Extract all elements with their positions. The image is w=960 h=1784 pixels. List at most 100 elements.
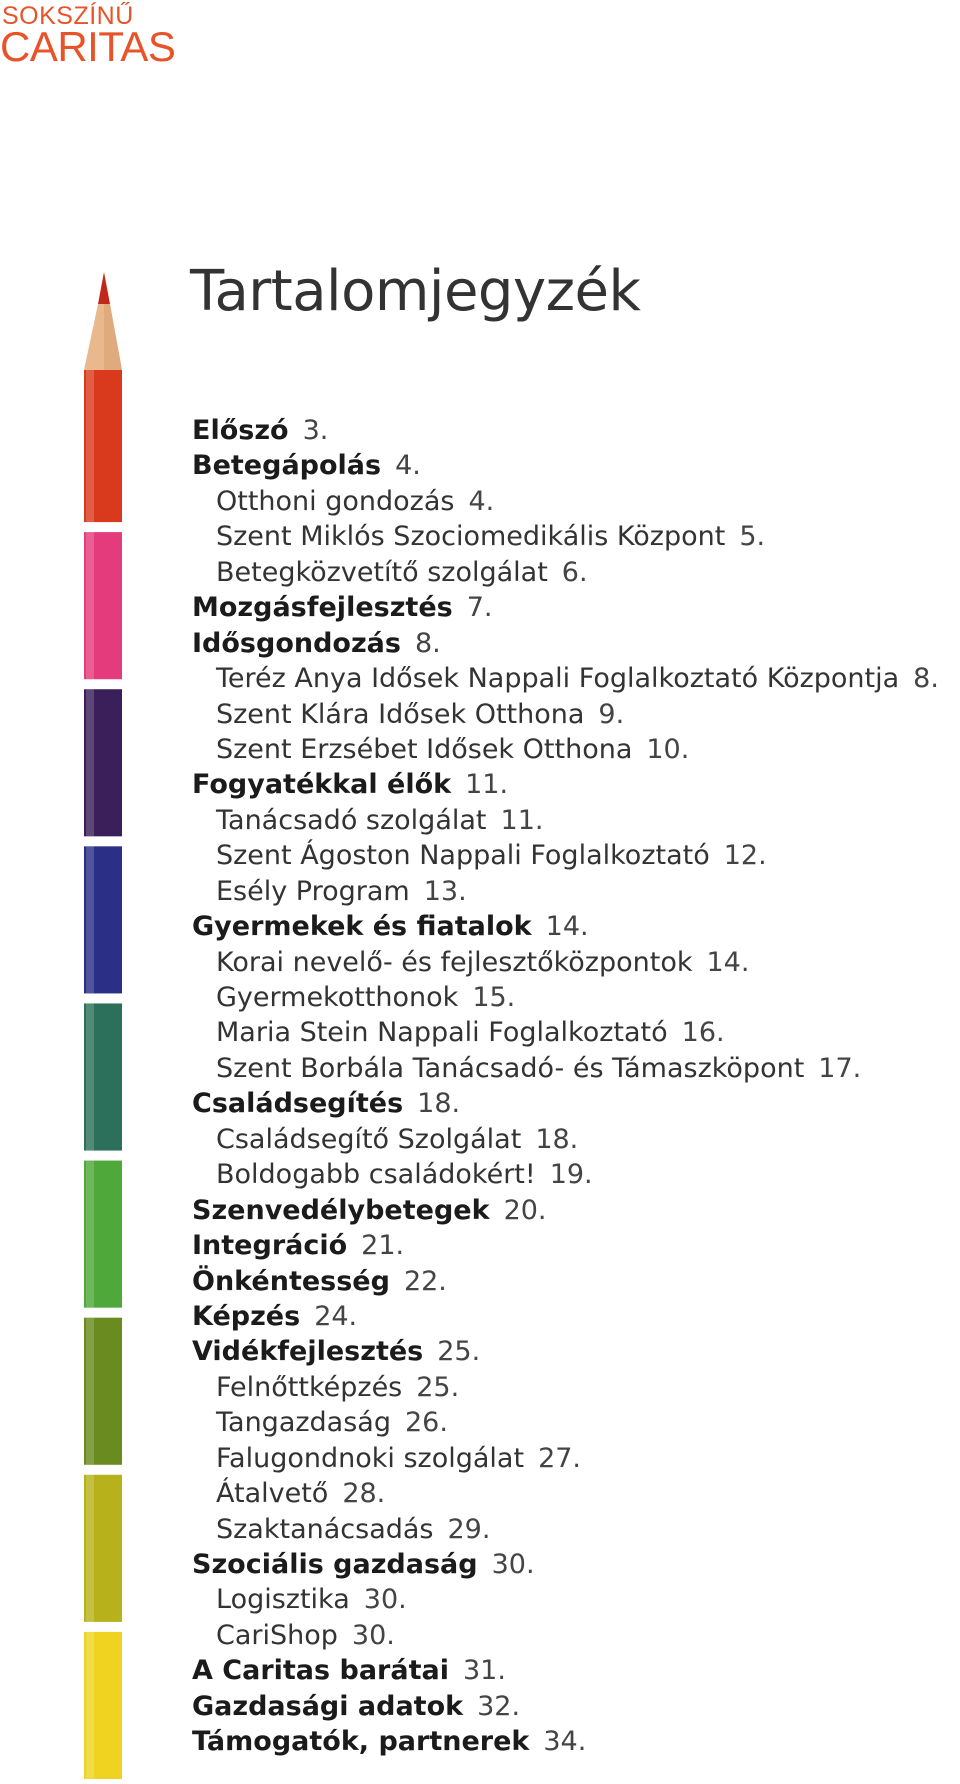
page-title: Tartalomjegyzék: [190, 259, 641, 324]
toc-entry-page: 13.: [423, 875, 467, 907]
toc-entry-label: Otthoni gondozás: [216, 485, 455, 517]
toc-entry-label: Szent Borbála Tanácsadó- és Támaszköpont: [216, 1052, 805, 1084]
toc-entry-page: 18.: [535, 1123, 579, 1155]
toc-section[interactable]: Önkéntesség 22.: [192, 1263, 939, 1298]
toc-entry-label: Fogyatékkal élők: [192, 769, 452, 801]
toc-subsection[interactable]: Logisztika 30.: [192, 1581, 939, 1616]
toc-entry-page: 27.: [538, 1442, 582, 1474]
toc-entry-page: 18.: [417, 1088, 461, 1120]
toc-entry-label: Betegközvetítő szolgálat: [216, 556, 548, 588]
toc-entry-label: Esély Program: [216, 875, 410, 907]
toc-subsection[interactable]: Szent Ágoston Nappali Foglalkoztató 12.: [192, 837, 939, 872]
toc-subsection[interactable]: Boldogabb családokért! 19.: [192, 1156, 939, 1191]
toc-entry-page: 16.: [681, 1017, 725, 1049]
toc-entry-page: 25.: [416, 1371, 460, 1403]
toc-entry-page: 21.: [361, 1230, 405, 1262]
toc-subsection[interactable]: Gyermekotthonok 15.: [192, 979, 939, 1014]
toc-entry-page: 25.: [437, 1336, 481, 1368]
toc-section[interactable]: Gyermekek és fiatalok 14.: [192, 908, 939, 943]
toc-entry-page: 10.: [646, 733, 690, 765]
toc-section[interactable]: Gazdasági adatok 32.: [192, 1688, 939, 1723]
pencil-segment: [84, 1003, 122, 1151]
toc-entry-label: Önkéntesség: [192, 1265, 390, 1297]
pencil-lead: [98, 272, 110, 304]
pencil-segment: [84, 689, 122, 837]
toc-section[interactable]: Szenvedélybetegek 20.: [192, 1192, 939, 1227]
toc-subsection[interactable]: Falugondnoki szolgálat 27.: [192, 1440, 939, 1475]
toc-entry-label: Szent Ágoston Nappali Foglalkoztató: [216, 840, 710, 872]
toc-entry-label: CariShop: [216, 1619, 338, 1651]
toc-entry-page: 11.: [500, 804, 544, 836]
toc-subsection[interactable]: Tanácsadó szolgálat 11.: [192, 802, 939, 837]
toc-entry-page: 34.: [543, 1726, 587, 1758]
pencil-segment-highlight: [86, 1474, 94, 1622]
toc-entry-page: 15.: [472, 982, 516, 1013]
toc-entry-label: Szent Erzsébet Idősek Otthona: [216, 733, 633, 765]
toc-section[interactable]: Szociális gazdaság 30.: [192, 1546, 939, 1581]
toc-section[interactable]: A Caritas barátai 31.: [192, 1652, 939, 1687]
toc-subsection[interactable]: Szent Erzsébet Idősek Otthona 10.: [192, 731, 939, 766]
toc-subsection[interactable]: Maria Stein Nappali Foglalkoztató 16.: [192, 1014, 939, 1049]
toc-entry-page: 5.: [739, 521, 766, 553]
toc-subsection[interactable]: CariShop 30.: [192, 1617, 939, 1652]
toc-entry-page: 30.: [351, 1619, 395, 1651]
toc-subsection[interactable]: Esély Program 13.: [192, 873, 939, 908]
toc-subsection[interactable]: Teréz Anya Idősek Nappali Foglalkoztató …: [192, 660, 939, 695]
toc-entry-page: 30.: [363, 1584, 407, 1616]
toc-entry-page: 31.: [462, 1655, 506, 1687]
toc-section[interactable]: Betegápolás 4.: [192, 447, 939, 482]
toc-entry-page: 24.: [314, 1300, 358, 1332]
toc-entry-page: 14.: [545, 911, 589, 943]
toc-entry-page: 7.: [466, 592, 493, 624]
toc-entry-page: 8.: [913, 663, 939, 695]
toc-subsection[interactable]: Családsegítő Szolgálat 18.: [192, 1121, 939, 1156]
toc-entry-page: 30.: [491, 1549, 535, 1580]
toc-subsection[interactable]: Otthoni gondozás 4.: [192, 483, 939, 518]
toc-entry-label: Gyermekotthonok: [216, 982, 459, 1013]
toc-subsection[interactable]: Korai nevelő- és fejlesztőközpontok 14.: [192, 944, 939, 979]
toc-subsection[interactable]: Szent Klára Idősek Otthona 9.: [192, 696, 939, 731]
brand-name: CARITAS: [0, 23, 176, 70]
toc-section[interactable]: Előszó 3.: [192, 412, 939, 447]
toc-entry-label: Teréz Anya Idősek Nappali Foglalkoztató …: [216, 663, 900, 695]
toc-subsection[interactable]: Szaktanácsadás 29.: [192, 1511, 939, 1546]
toc-subsection[interactable]: Betegközvetítő szolgálat 6.: [192, 554, 939, 589]
pencil-segment: [84, 846, 122, 994]
pencil-segment-highlight: [86, 532, 94, 680]
pencil-wood: [84, 304, 122, 370]
toc-entry-label: Tangazdaság: [216, 1407, 391, 1439]
toc-entry-label: Idősgondozás: [192, 627, 401, 659]
toc-section[interactable]: Támogatók, partnerek 34.: [192, 1723, 939, 1758]
toc-entry-label: Maria Stein Nappali Foglalkoztató: [216, 1017, 668, 1049]
pencil-segment: [84, 1631, 122, 1779]
toc-section[interactable]: Idősgondozás 8.: [192, 625, 939, 660]
toc-section[interactable]: Mozgásfejlesztés 7.: [192, 589, 939, 624]
toc-entry-label: A Caritas barátai: [192, 1655, 449, 1687]
toc-entry-page: 19.: [549, 1159, 593, 1191]
toc-section[interactable]: Integráció 21.: [192, 1227, 939, 1262]
toc-section[interactable]: Vidékfejlesztés 25.: [192, 1333, 939, 1368]
toc-section[interactable]: Fogyatékkal élők 11.: [192, 766, 939, 801]
toc-subsection[interactable]: Tangazdaság 26.: [192, 1404, 939, 1439]
pencil-segment-highlight: [86, 1317, 94, 1465]
toc-entry-page: 12.: [723, 840, 767, 872]
toc-subsection[interactable]: Felnőttképzés 25.: [192, 1369, 939, 1404]
toc-entry-label: Tanácsadó szolgálat: [216, 804, 487, 836]
toc-section[interactable]: Családsegítés 18.: [192, 1085, 939, 1120]
toc-entry-label: Mozgásfejlesztés: [192, 592, 453, 624]
pencil-segment: [84, 1474, 122, 1622]
toc-subsection[interactable]: Szent Miklós Szociomedikális Központ 5.: [192, 518, 939, 553]
toc-entry-label: Felnőttképzés: [216, 1371, 403, 1403]
pencil-segment-highlight: [86, 689, 94, 837]
brand-tagline: SOKSZÍNŰ: [2, 2, 134, 30]
toc-section[interactable]: Képzés 24.: [192, 1298, 939, 1333]
pencil-segment-highlight: [86, 1160, 94, 1308]
toc-subsection[interactable]: Szent Borbála Tanácsadó- és Támaszköpont…: [192, 1050, 939, 1085]
toc-entry-label: Támogatók, partnerek: [192, 1726, 530, 1758]
toc-entry-label: Falugondnoki szolgálat: [216, 1442, 525, 1474]
toc-entry-label: Szociális gazdaság: [192, 1549, 478, 1580]
toc-subsection[interactable]: Átalvető 28.: [192, 1475, 939, 1510]
pencil-segment: [84, 532, 122, 680]
toc-entry-label: Boldogabb családokért!: [216, 1159, 536, 1191]
toc-entry-label: Szenvedélybetegek: [192, 1194, 490, 1226]
